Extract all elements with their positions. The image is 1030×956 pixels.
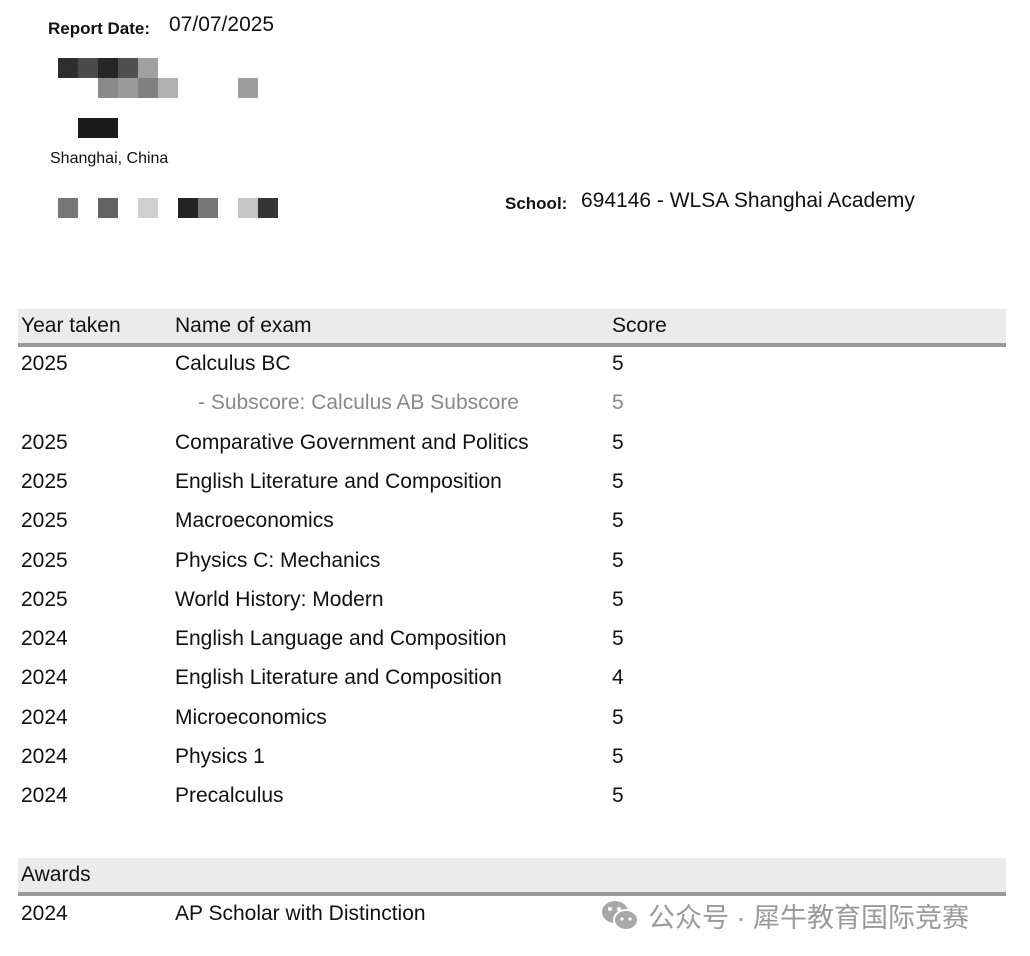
watermark: 公众号 · 犀牛教育国际竞赛 [600,896,969,935]
table-row: 2025 Macroeconomics 5 [0,509,1030,539]
exam-cell: English Language and Composition [175,627,507,651]
score-cell: 5 [612,784,624,808]
year-cell: 2025 [21,587,68,611]
exam-cell: Physics C: Mechanics [175,548,381,572]
year-cell: 2025 [21,548,68,572]
exam-cell: - Subscore: Calculus AB Subscore [198,391,519,415]
col-exam: Name of exam [175,314,312,337]
exam-cell: Precalculus [175,784,284,808]
exam-cell: Comparative Government and Politics [175,430,529,454]
year-cell: 2024 [21,627,68,651]
score-cell: 4 [612,666,624,690]
city: Shanghai, China [50,150,169,167]
scores-table-header: Year taken Name of exam Score [18,309,1006,347]
year-cell: 2024 [21,784,68,808]
table-row: 2025 English Literature and Composition 5 [0,470,1030,500]
awards-header: Awards [18,858,1006,896]
exam-cell: English Literature and Composition [175,469,502,493]
table-row: 2025 Comparative Government and Politics 5 [0,431,1030,461]
awards-title: Awards [21,863,91,886]
report-date-label: Report Date: [48,19,151,38]
exam-cell: Macroeconomics [175,509,334,533]
table-row: 2024 English Language and Composition 5 [0,627,1030,657]
score-cell: 5 [612,430,624,454]
year-cell: 2025 [21,352,68,375]
score-cell: 5 [612,548,624,572]
table-row: 2024 English Literature and Composition 4 [0,666,1030,696]
year-cell: 2025 [21,469,68,493]
score-cell: 5 [612,627,624,651]
table-row: 2024 Physics 1 5 [0,745,1030,775]
table-row: 2024 Precalculus 5 [0,784,1030,814]
wechat-icon [602,900,639,931]
table-row: 2025 World History: Modern 5 [0,588,1030,618]
year-cell: 2024 [21,745,68,768]
award-year: 2024 [21,902,68,925]
exam-cell: World History: Modern [175,587,384,611]
year-cell: 2024 [21,705,68,729]
score-cell: 5 [612,705,624,729]
award-row: 2024 AP Scholar with Distinction [0,902,1030,932]
table-row: 2025 Physics C: Mechanics 5 [0,549,1030,579]
score-cell: 5 [612,469,624,493]
score-cell: 5 [612,587,624,611]
year-cell: 2025 [21,509,68,533]
exam-cell: English Literature and Composition [175,666,502,690]
col-year: Year taken [21,314,121,337]
exam-cell: Physics 1 [175,745,265,768]
year-cell: 2024 [21,666,68,690]
report-date: 07/07/2025 [169,13,275,36]
score-cell: 5 [612,509,624,533]
watermark-text: 公众号 · 犀牛教育国际竞赛 [648,903,969,933]
col-score: Score [612,314,667,337]
score-cell: 5 [612,352,624,375]
school: 694146 - WLSA Shanghai Academy [581,189,915,212]
award-name: AP Scholar with Distinction [175,902,426,925]
year-cell: 2025 [21,430,68,454]
table-row: 2025 Calculus BC 5 [0,352,1030,382]
exam-cell: Calculus BC [175,352,291,375]
table-row: 2024 Microeconomics 5 [0,706,1030,736]
school-label: School: [505,194,568,213]
score-cell: 5 [612,745,624,768]
subscore-row: - Subscore: Calculus AB Subscore 5 [0,391,1030,421]
exam-cell: Microeconomics [175,705,327,729]
score-cell: 5 [612,391,624,415]
